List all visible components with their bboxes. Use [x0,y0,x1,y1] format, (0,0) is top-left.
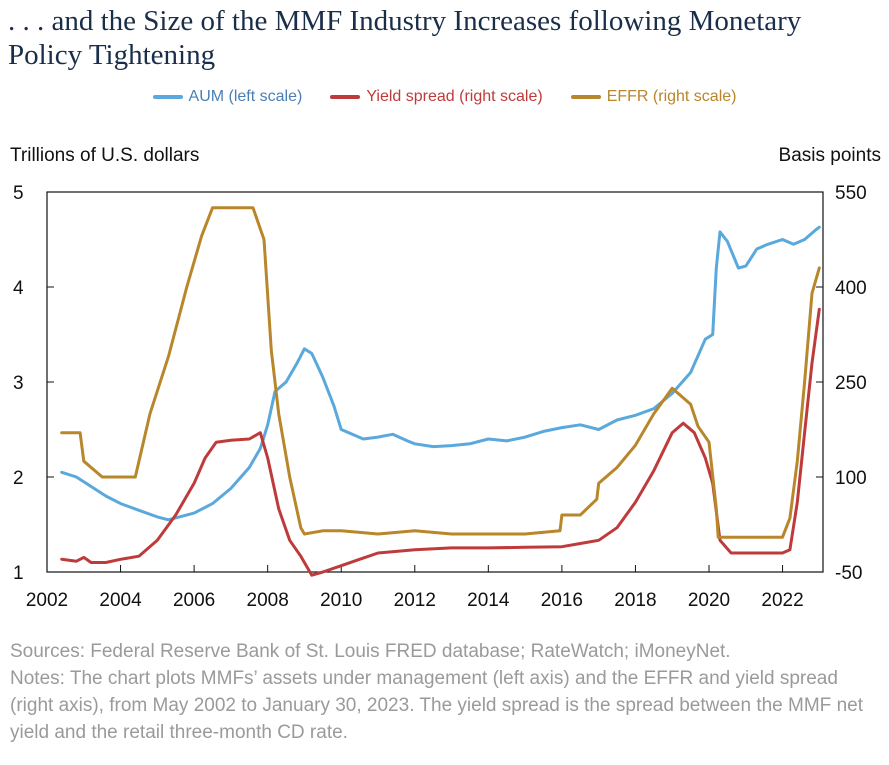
legend-label-aum: AUM (left scale) [188,88,303,105]
x-tick-label: 2002 [26,590,68,611]
left-y-tick-label: 1 [13,563,24,584]
x-tick-label: 2018 [614,590,656,611]
left-y-tick-label: 3 [13,373,24,394]
chart-plot: 1 2 3 4 5 -50 100 250 400 550 2002 2004 2006 2008 2010… [13,183,867,611]
legend-swatch-yield-spread [330,95,361,99]
x-tick-label: 2014 [467,590,510,611]
legend-label-effr: EFFR (right scale) [606,88,737,105]
right-y-tick-label: 250 [835,373,867,394]
x-tick-label: 2022 [761,590,803,611]
chart-legend: AUM (left scale) Yield spread (right sca… [0,88,889,106]
right-y-tick-label: 100 [835,468,867,489]
x-tick-label: 2012 [394,590,436,611]
notes-text: Notes: The chart plots MMFs’ assets unde… [10,668,863,743]
right-y-tick-label: 550 [835,183,867,204]
sources-text: Sources: Federal Reserve Bank of St. Lou… [10,641,731,662]
chart-title: . . . and the Size of the MMF Industry I… [8,5,802,71]
legend-item-aum: AUM (left scale) [152,88,303,106]
legend-swatch-aum [152,95,183,99]
series-line-aum [60,225,821,522]
x-tick-label: 2008 [247,590,289,611]
x-tick-label: 2010 [320,590,362,611]
left-y-tick-label: 4 [13,278,24,299]
right-y-tick-label: -50 [835,563,862,584]
right-y-tick-label: 400 [835,278,867,299]
legend-item-effr: EFFR (right scale) [570,88,737,106]
legend-item-yield-spread: Yield spread (right scale) [330,88,543,106]
left-y-tick-label: 2 [13,468,24,489]
plot-frame [46,191,824,573]
left-y-tick-label: 5 [13,183,24,204]
legend-swatch-effr [570,95,601,99]
x-tick-label: 2016 [541,590,583,611]
x-tick-label: 2006 [173,590,215,611]
left-axis-label: Trillions of U.S. dollars [10,145,200,166]
series-line-effr [60,206,821,539]
right-axis-label: Basis points [778,145,881,166]
x-tick-label: 2004 [99,590,142,611]
x-tick-label: 2020 [688,590,730,611]
series-line-yield-spread [60,307,821,577]
chart-notes: Sources: Federal Reserve Bank of St. Lou… [10,638,880,746]
legend-label-yield-spread: Yield spread (right scale) [366,88,543,105]
